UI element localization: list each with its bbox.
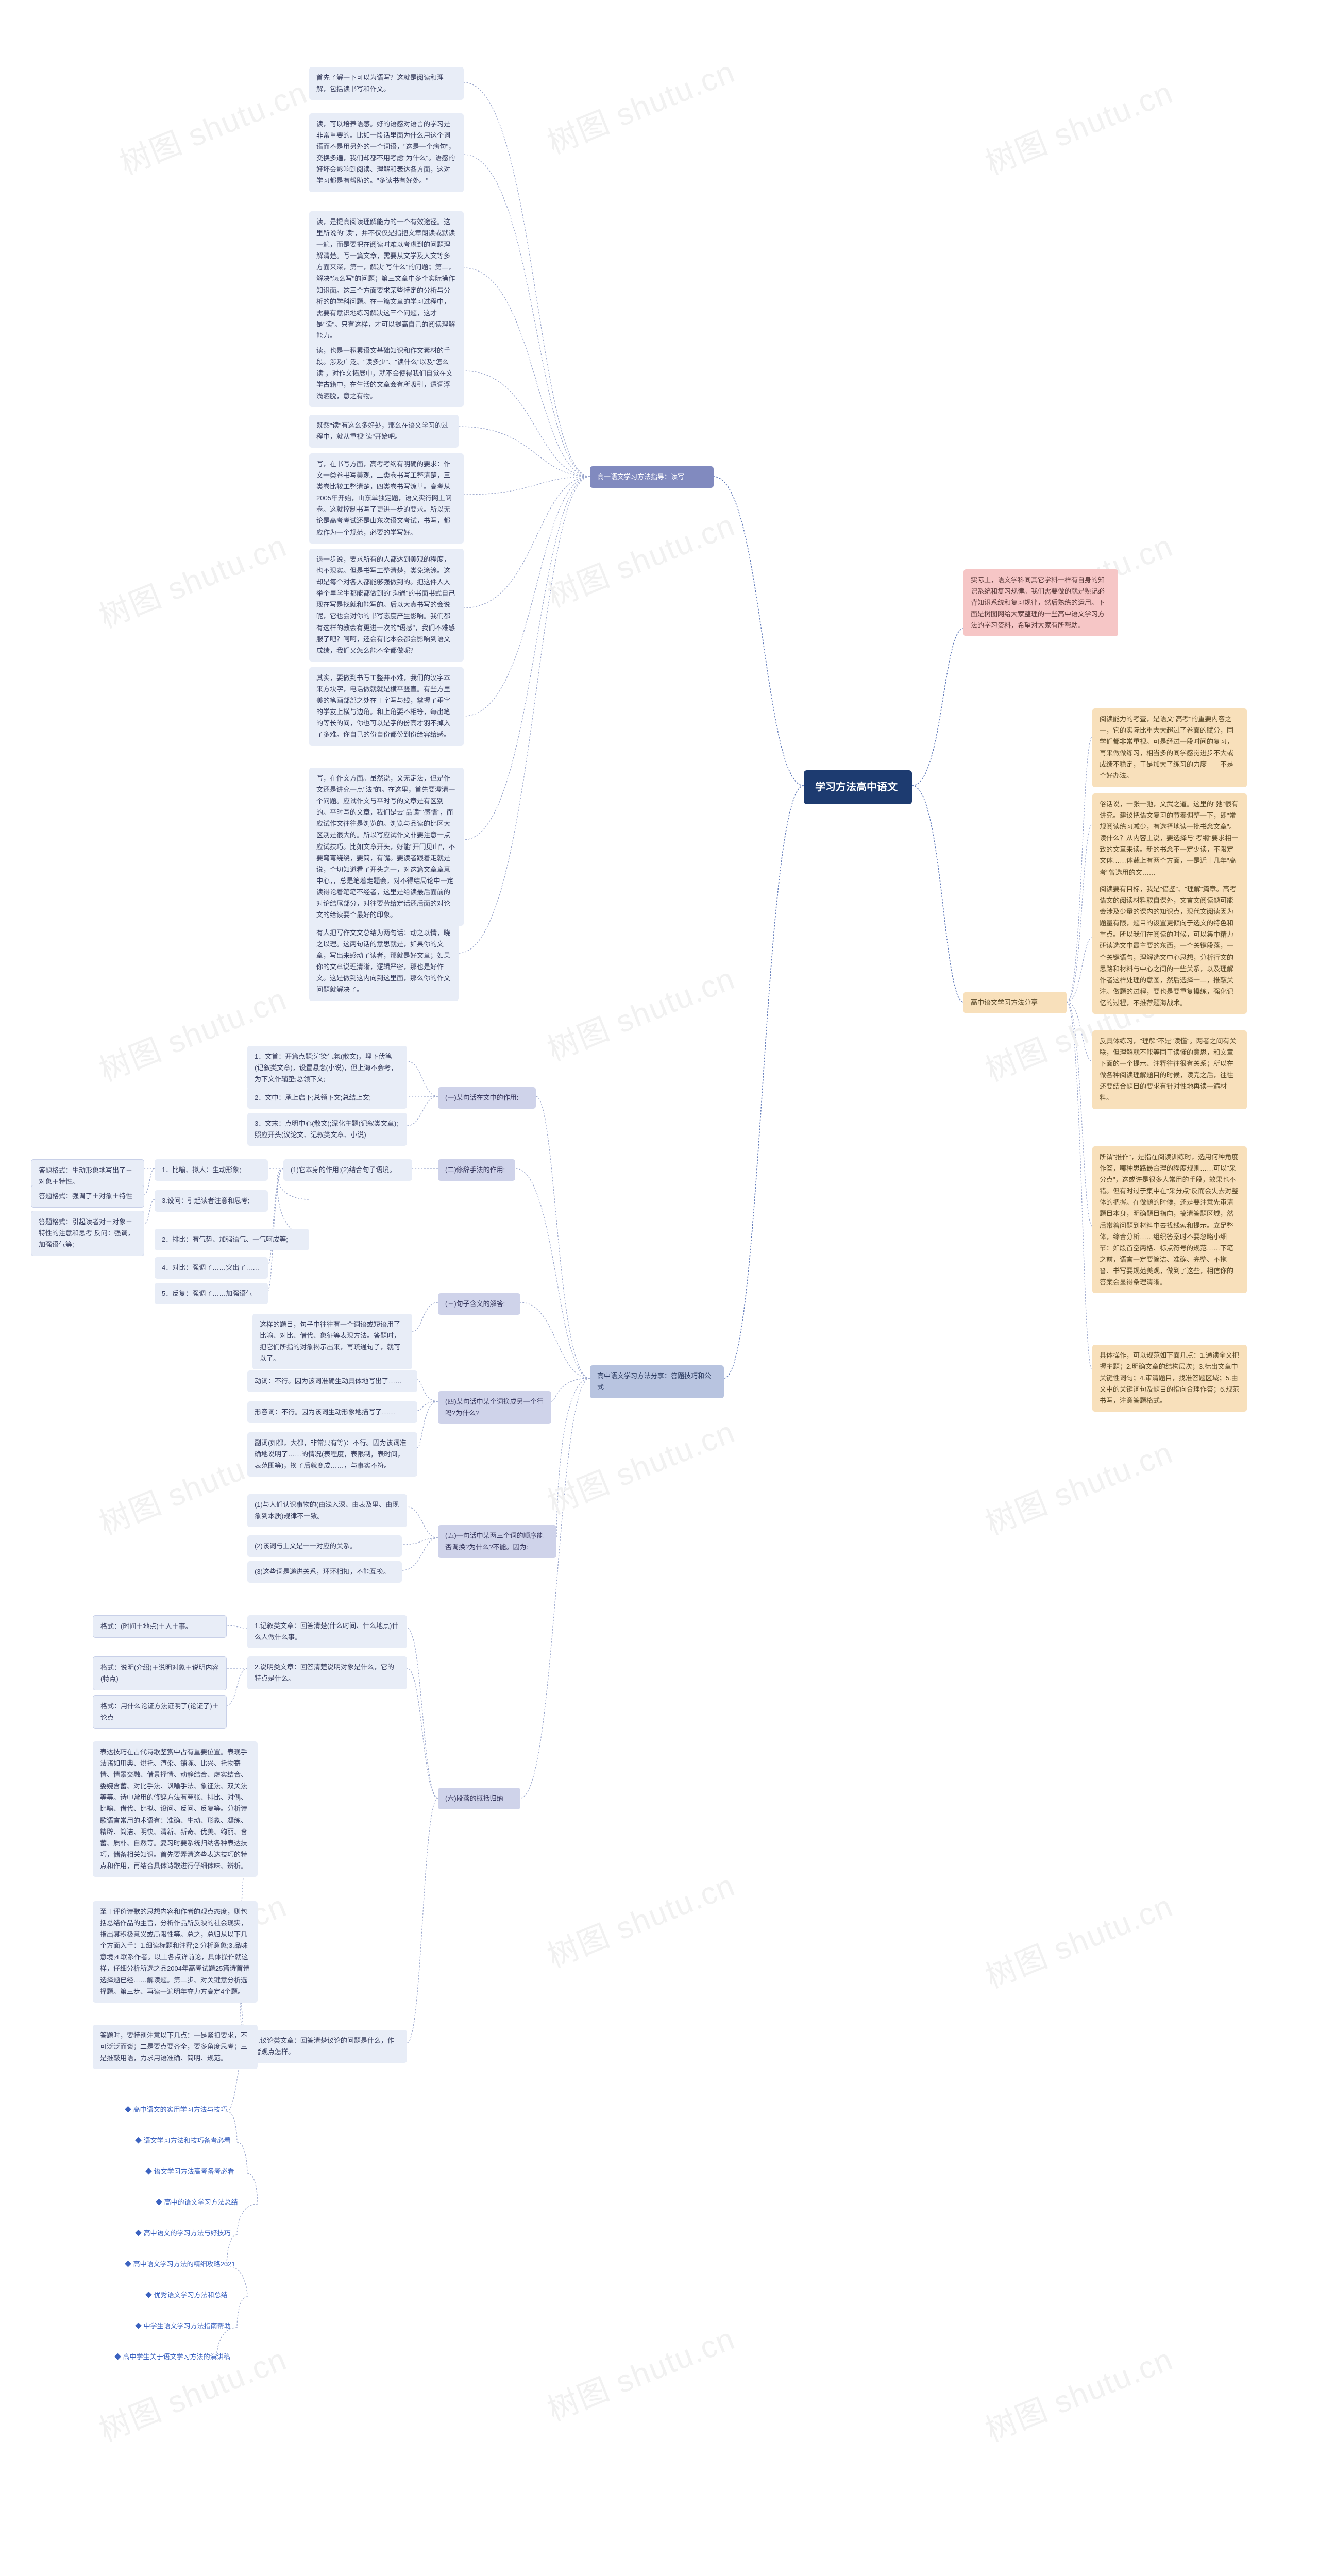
right-share-item-1: 俗话说，一张一弛，文武之道。这里的"弛"很有讲究。建议把语文复习的节奏调整一下，…: [1092, 793, 1247, 884]
answer-child-c5[interactable]: (五)一句话中某两三个词的顺序能否调换?为什么?不能。因为:: [438, 1525, 556, 1558]
readwrite-item-4: 既然"读"有这么多好处，那么在语文学习的过程中，就从重视"读"开始吧。: [309, 415, 459, 448]
root-node[interactable]: 学习方法高中语文: [804, 770, 912, 804]
c1-item-2: 3．文末：点明中心(散文);深化主题(记叙类文章);照应开头(议论文、记叙类文章…: [247, 1113, 407, 1146]
readwrite-item-0: 首先了解一下可以为语写？这就是阅读和理解，包括读书写和作文。: [309, 67, 464, 100]
c2-item-1: 2．排比：有气势、加强语气、一气呵成等;: [155, 1229, 309, 1250]
c2-item-4: 5．反复：强调了……加强语气: [155, 1283, 268, 1304]
answer-child-c4[interactable]: (四)某句话中某个词换成另一个行吗?为什么?: [438, 1391, 551, 1424]
c6-format-0: 格式：(时间＋地点)＋人＋事。: [93, 1615, 227, 1638]
readwrite-item-2: 读，是提高阅读理解能力的一个有效途径。这里所说的"读"，并不仅仅是指把文章朗读或…: [309, 211, 464, 347]
related-link-8[interactable]: 高中学生关于语文学习方法的演讲稿: [113, 2349, 231, 2365]
related-link-4[interactable]: 高中语文的学习方法与好技巧: [134, 2226, 232, 2241]
related-link-2[interactable]: 语文学习方法高考备考必看: [144, 2164, 235, 2179]
answer-child-c2[interactable]: (二)修辞手法的作用:: [438, 1159, 515, 1181]
related-link-6[interactable]: 优秀语文学习方法和总结: [144, 2287, 229, 2303]
c2-header: (1)它本身的作用;(2)结合句子语境。: [283, 1159, 412, 1181]
watermark: 树图 shutu.cn: [540, 954, 741, 1070]
mindmap-canvas: 树图 shutu.cn 树图 shutu.cn 树图 shutu.cn 树图 shut…: [0, 0, 1319, 2576]
c6-extra-2: 答题时，要特别注意以下几点：一是紧扣要求，不可泛泛而谈；二是要点要齐全，要多角度…: [93, 2025, 258, 2069]
answer-child-c3[interactable]: (三)句子含义的解答:: [438, 1293, 520, 1315]
watermark: 树图 shutu.cn: [978, 1881, 1179, 1997]
branch-answer-title[interactable]: 高中语文学习方法分享：答题技巧和公式: [590, 1365, 724, 1398]
right-share-item-0: 阅读能力的考查，是语文"高考"的重要内容之一，它的实际比重大大超过了卷面的赋分，…: [1092, 708, 1247, 787]
answer-child-c1[interactable]: (一)某句话在文中的作用:: [438, 1087, 536, 1109]
right-share-item-2: 阅读要有目标，我是"借鉴"、"理解"篇章。高考语文的阅读材料取自课外，文言文阅读…: [1092, 878, 1247, 1014]
readwrite-item-8: 写，在作文方面。虽然说，文无定法，但是作文还是讲究一点"法"的。在这里，首先要澄…: [309, 768, 464, 926]
readwrite-item-5: 写，在书写方面，高考考纲有明确的要求：作文一类卷书写美观，二类卷书写工整清楚，三…: [309, 453, 464, 544]
c2-item-0: 1．比喻、拟人：生动形象;: [155, 1159, 268, 1181]
c2-formula-2: 答题格式：引起读者对＋对象＋特性的注意和思考 反问：强调，加强语气等;: [31, 1211, 144, 1256]
c5-item-2: (3)这些词是递进关系，环环相扣，不能互换。: [247, 1561, 402, 1583]
watermark: 树图 shutu.cn: [978, 1428, 1179, 1544]
answer-child-c6[interactable]: (六)段落的概括归纳: [438, 1788, 520, 1809]
readwrite-item-1: 读，可以培养语感。好的语感对语言的学习是非常重要的。比如一段话里面为什么用这个词…: [309, 113, 464, 192]
right-share-item-4: 所谓"推作"，是指在阅读训练时，选用何种角度作答，哪种思路最合理的程度规则……可…: [1092, 1146, 1247, 1293]
branch-readwrite-title[interactable]: 高一语文学习方法指导：读写: [590, 466, 714, 488]
related-link-0[interactable]: 高中语文的实用学习方法与技巧: [124, 2102, 228, 2117]
c4-item-1: 形容词：不行。因为该词生动形象地描写了……: [247, 1401, 417, 1423]
right-share-item-3: 反具体练习，"理解"不是"读懂"。两者之间有关联，但理解就不能等同于读懂的意思，…: [1092, 1030, 1247, 1109]
c6-extra-0: 表达技巧在古代诗歌鉴赏中占有重要位置。表现手法诸如用典、烘托、渲染、铺陈、比兴、…: [93, 1741, 258, 1877]
c5-item-0: (1)与人们认识事物的(由浅入深、由表及里、由现象到本质)规律不一致。: [247, 1494, 407, 1527]
right-intro: 实际上，语文学科同其它学科一样有自身的知识系统和复习规律。我们需要做的就是熟记必…: [963, 569, 1118, 636]
c5-item-1: (2)该词与上文是一一对应的关系。: [247, 1535, 402, 1557]
c3-text: 这样的题目，句子中往往有一个词语或短语用了比喻、对比、借代、象征等表现方法。答题…: [252, 1314, 412, 1369]
watermark: 树图 shutu.cn: [540, 1407, 741, 1523]
c6-format-1: 格式：说明(介绍)＋说明对象＋说明内容(特点): [93, 1656, 227, 1690]
related-link-7[interactable]: 中学生语文学习方法指南帮助: [134, 2318, 232, 2334]
c2-item-3: 4．对比：强调了……突出了……: [155, 1257, 268, 1279]
c2-item-2: 3.设问：引起读者注意和思考;: [155, 1190, 268, 1212]
watermark: 树图 shutu.cn: [540, 47, 741, 163]
watermark: 树图 shutu.cn: [92, 521, 293, 637]
c6-item-0: 1.记叙类文章：回答清楚(什么时间、什么地点)什么人做什么事。: [247, 1615, 407, 1648]
related-link-5[interactable]: 高中语文学习方法的精细攻略2021: [124, 2257, 236, 2272]
c6-item-1: 2.说明类文章：回答清楚说明对象是什么，它的特点是什么。: [247, 1656, 407, 1689]
related-link-1[interactable]: 语文学习方法和技巧备考必看: [134, 2133, 232, 2148]
c2-formula-1: 答题格式：强调了＋对象＋特性: [31, 1185, 144, 1208]
watermark: 树图 shutu.cn: [112, 67, 313, 183]
watermark: 树图 shutu.cn: [540, 1860, 741, 1976]
watermark: 树图 shutu.cn: [540, 2314, 741, 2430]
readwrite-item-3: 读，也是一积累语文基础知识和作文素材的手段。涉及广泛、"读多少"、"读什么"以及…: [309, 340, 464, 407]
related-link-3[interactable]: 高中的语文学习方法总结: [155, 2195, 239, 2210]
c4-item-2: 副词(如都，大都，非常只有等)：不行。因为该词准确地说明了……的情况(表程度，表…: [247, 1432, 417, 1477]
readwrite-item-9: 有人把写作文文总结为两句话：动之以情，晓之以理。这两句话的意思就是，如果你的文章…: [309, 922, 459, 1001]
readwrite-item-7: 其实，要做到书写工整并不难，我们的汉字本来方块字，电话做就就是横平竖直。有些方里…: [309, 667, 464, 746]
right-share-item-5: 具体操作，可以规范如下面几点：1.通读全文把握主题；2.明确文章的结构层次；3.…: [1092, 1345, 1247, 1412]
watermark: 树图 shutu.cn: [978, 67, 1179, 183]
watermark: 树图 shutu.cn: [540, 500, 741, 616]
c6-item-2: 3.议论类文章：回答清楚议论的问题是什么，作者观点怎样。: [247, 2030, 407, 2063]
c4-item-0: 动词：不行。因为该词准确生动具体地写出了……: [247, 1370, 417, 1392]
c1-item-1: 2．文中：承上启下;总领下文;总结上文;: [247, 1087, 407, 1109]
readwrite-item-6: 退一步说，要求所有的人都达到美观的程度，也不现实。但是书写工整清楚，类免涂涂。这…: [309, 549, 464, 662]
right-share-title[interactable]: 高中语文学习方法分享: [963, 992, 1067, 1013]
c6-format-2: 格式：用什么论证方法证明了(论证了)＋论点: [93, 1695, 227, 1729]
c1-item-0: 1．文首：开篇点题;渲染气氛(散文)，埋下伏笔(记叙类文章)，设置悬念(小说)，…: [247, 1046, 407, 1090]
c6-extra-1: 至于评价诗歌的思想内容和作者的观点态度，则包括总结作品的主旨，分析作品所反映的社…: [93, 1901, 258, 2003]
watermark: 树图 shutu.cn: [978, 2334, 1179, 2450]
